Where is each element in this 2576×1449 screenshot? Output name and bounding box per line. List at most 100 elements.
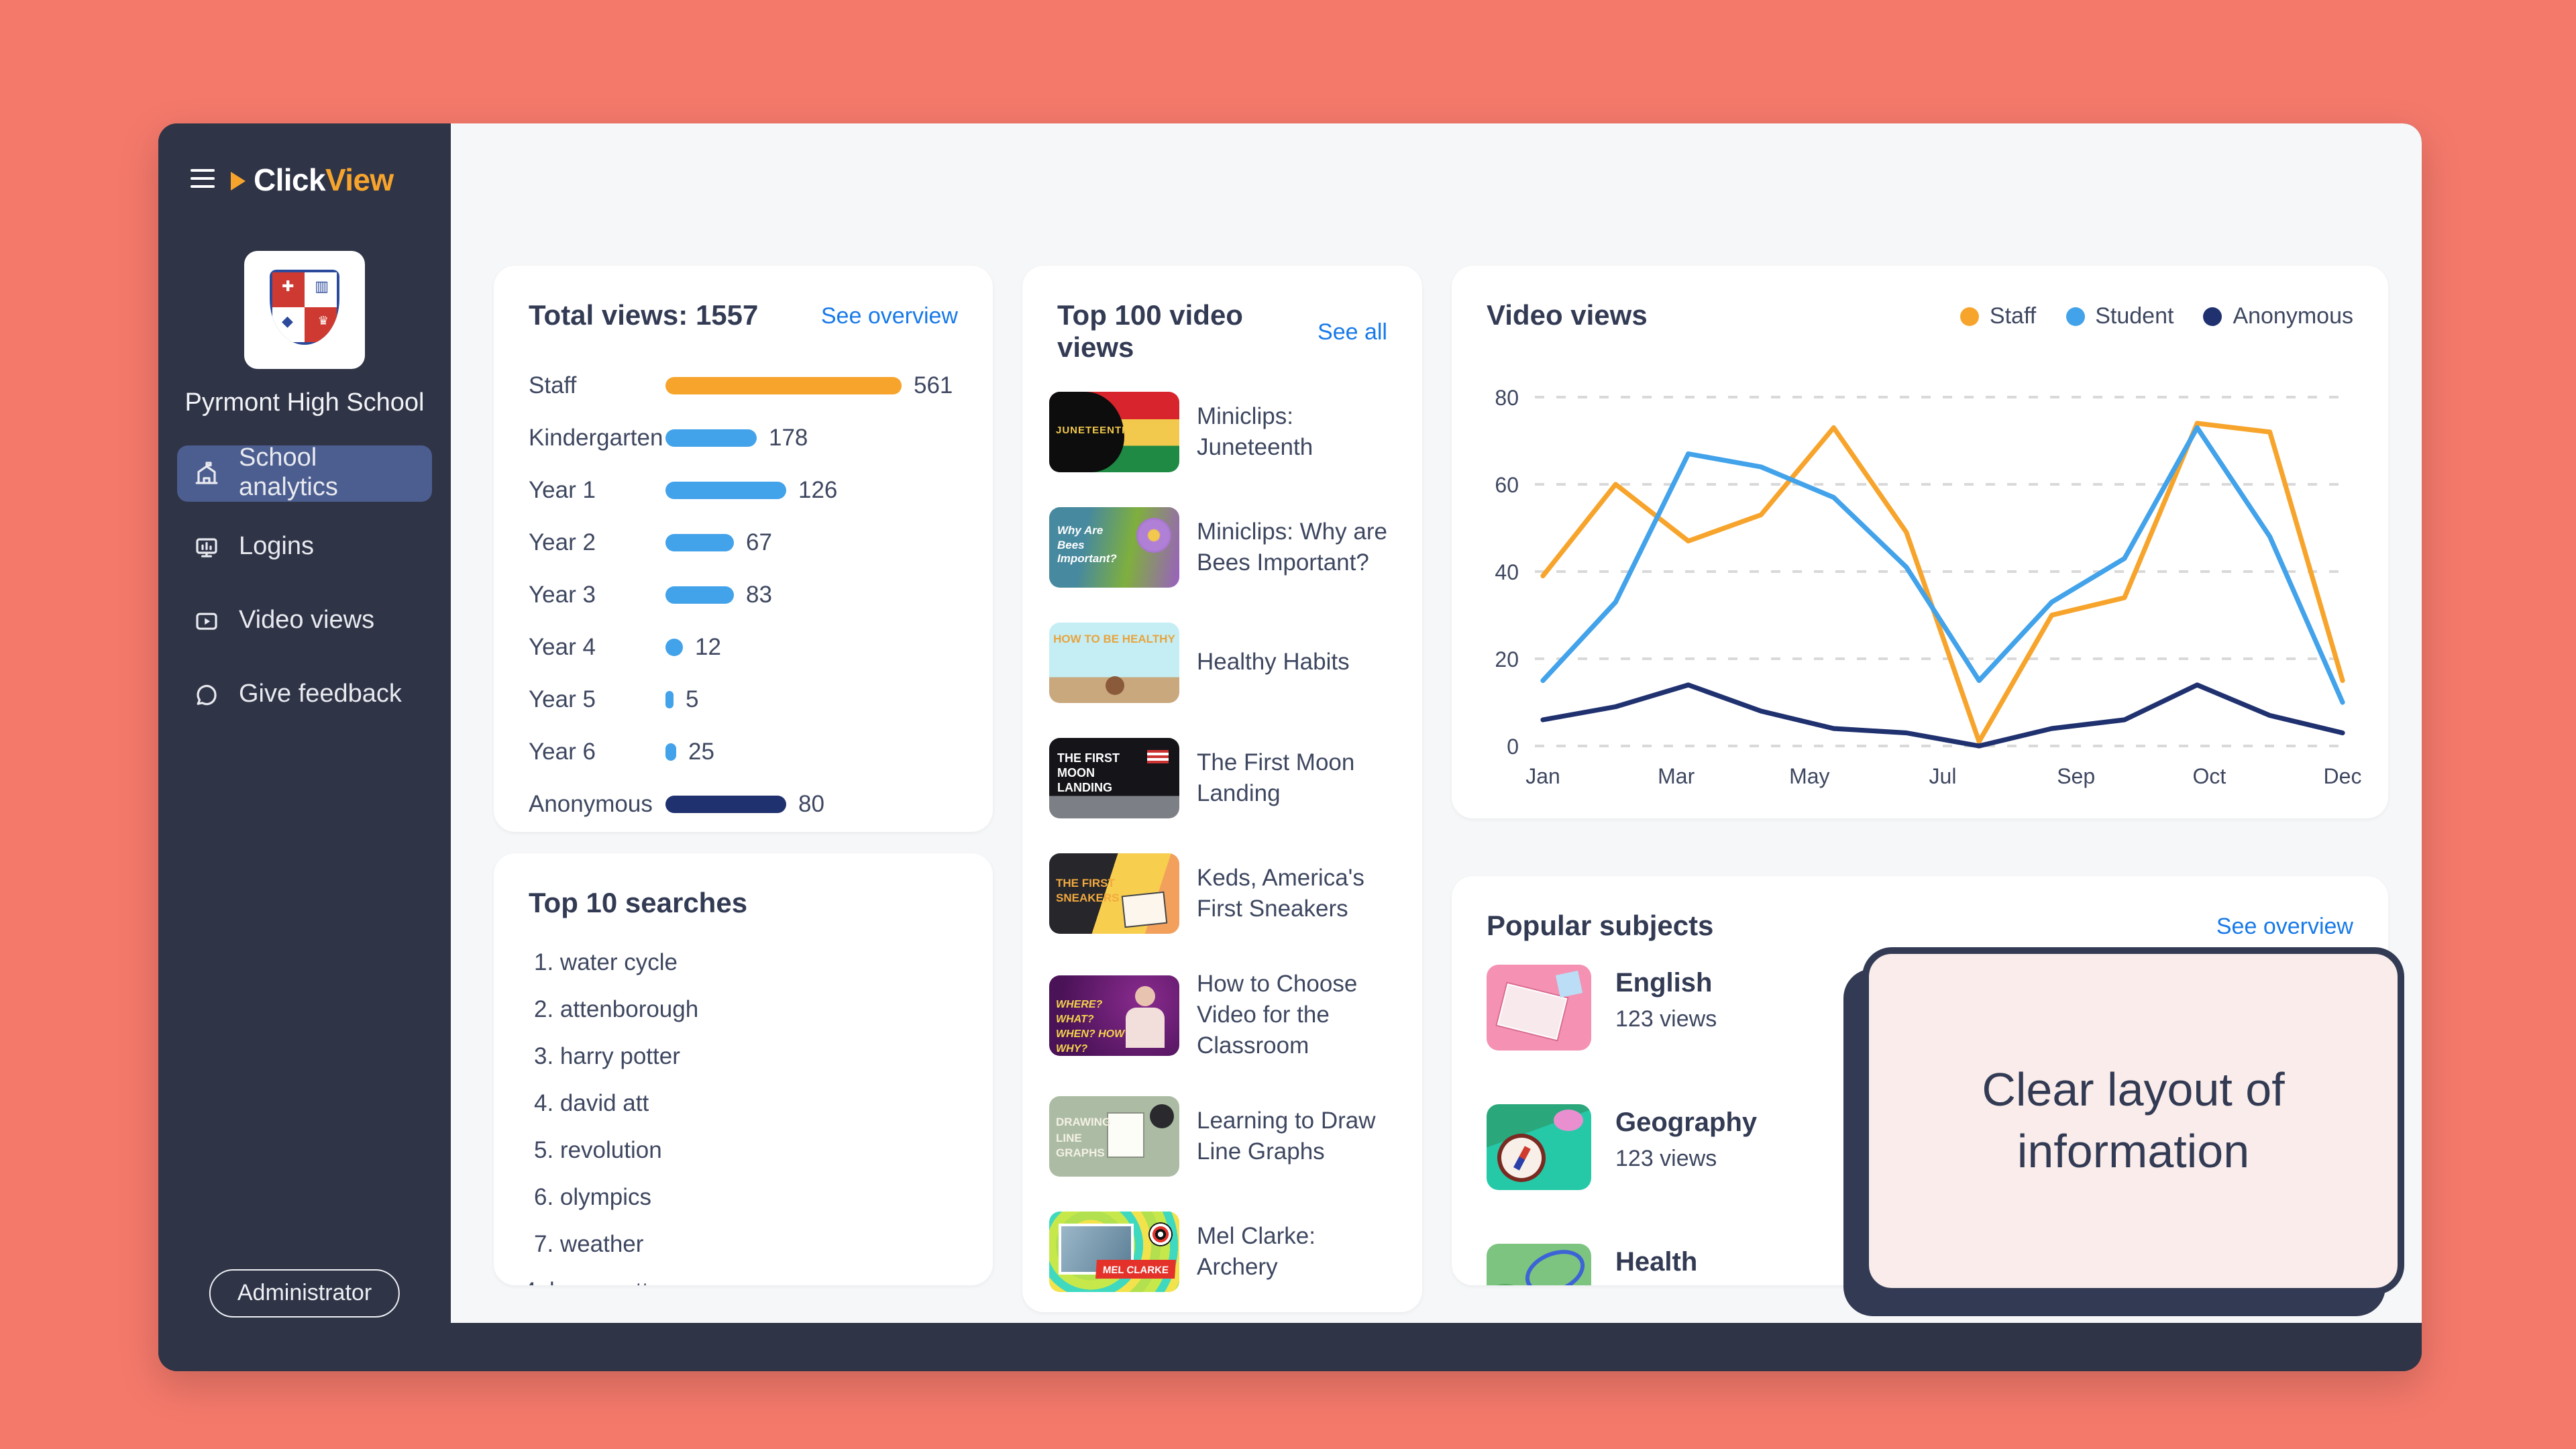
subject-row[interactable]: English 123 views xyxy=(1487,965,2353,1051)
top-searches-title: Top 10 searches xyxy=(529,888,748,919)
school-building-icon xyxy=(195,462,218,484)
total-views-see-overview-link[interactable]: See overview xyxy=(820,303,958,329)
total-views-row-label: Year 6 xyxy=(529,738,596,765)
legend-dot-icon xyxy=(1960,307,1979,326)
chart-x-tick-label: Jul xyxy=(1929,764,1957,788)
sidebar-nav: School analytics Logins Video views xyxy=(177,444,432,741)
subject-thumbnail-geography xyxy=(1487,1104,1591,1190)
total-views-row-value: 67 xyxy=(746,529,772,555)
total-views-row-bar xyxy=(665,639,683,656)
sidebar-item-label: School analytics xyxy=(239,444,338,502)
subject-info: Health123 views xyxy=(1615,1244,1717,1285)
sidebar-item-school-analytics[interactable]: School analytics xyxy=(177,444,432,502)
brand-text: ClickView xyxy=(254,162,394,197)
total-views-row-value: 25 xyxy=(688,738,714,765)
popular-subjects-see-overview-link[interactable]: See overview xyxy=(2216,914,2353,939)
total-views-row-value: 561 xyxy=(914,372,953,398)
video-row[interactable]: HOW TO BE HEALTHY Healthy Habits xyxy=(1049,623,1395,703)
total-views-row-value: 12 xyxy=(695,633,721,660)
top-searches-list: 1. water cycle 2. attenborough 3. harry po… xyxy=(494,920,993,1285)
video-row[interactable]: Why Are Bees Important? Miniclips: Why ar… xyxy=(1049,507,1395,588)
sidebar-item-give-feedback[interactable]: Give feedback xyxy=(177,667,432,723)
hamburger-menu-icon[interactable] xyxy=(191,169,215,188)
chart-x-tick-label: Dec xyxy=(2324,764,2362,788)
video-title: The First Moon Landing xyxy=(1197,748,1355,806)
video-title: Learning to Draw Line Graphs xyxy=(1197,1107,1376,1165)
top-videos-title: Top 100 video views xyxy=(1057,301,1243,364)
search-list-item: 3. harry potter xyxy=(534,1042,680,1069)
total-views-row-bar xyxy=(665,377,902,394)
legend-label: Anonymous xyxy=(2233,303,2353,329)
video-thumbnail-text: JUNETEENTH xyxy=(1056,424,1130,436)
video-thumbnail-keds: THE FIRST SNEAKERS xyxy=(1049,853,1179,934)
chart-x-tick-label: May xyxy=(1789,764,1829,788)
total-views-row: Year 6 25 xyxy=(529,726,958,778)
video-row[interactable]: JUNETEENTH Miniclips: Juneteenth xyxy=(1049,392,1395,472)
video-title: Miniclips: Why are Bees Important? xyxy=(1197,517,1387,576)
chart-y-tick-label: 20 xyxy=(1495,647,1519,672)
sidebar-item-logins[interactable]: Logins xyxy=(177,519,432,576)
chart-x-tick-label: Mar xyxy=(1658,764,1695,788)
annotation-callout: Clear layout of information xyxy=(1862,947,2404,1295)
total-views-row-label: Anonymous xyxy=(529,790,653,817)
legend-item-anonymous: Anonymous xyxy=(2203,303,2353,330)
monitor-chart-icon xyxy=(196,538,217,557)
chart-x-tick-label: Oct xyxy=(2192,764,2226,788)
video-thumbnail-text: THE FIRST MOON LANDING xyxy=(1057,751,1120,794)
legend-label: Student xyxy=(2095,303,2174,329)
school-crest: ✚ ▥ ◆ ♛ xyxy=(244,251,365,369)
sidebar-item-video-views[interactable]: Video views xyxy=(177,593,432,649)
video-play-icon xyxy=(196,612,217,630)
total-views-row-bar xyxy=(665,429,757,447)
search-list-item: 1. water cycle xyxy=(534,949,678,975)
top-videos-see-all-link[interactable]: See all xyxy=(1318,319,1387,345)
video-views-line-chart: 0 20 40 60 80 Jan Mar May Jul Sep Oct Dec xyxy=(1495,386,2362,788)
video-thumbnail-moon: THE FIRST MOON LANDING xyxy=(1049,738,1179,818)
total-views-row-value: 80 xyxy=(798,790,824,817)
total-views-row-label: Year 3 xyxy=(529,581,596,608)
top-videos-list: JUNETEENTH Miniclips: Juneteenth Why Are B… xyxy=(1022,365,1422,1293)
total-views-row-label: Kindergarten xyxy=(529,424,663,451)
total-views-row-bar xyxy=(665,796,786,813)
total-views-row-bar xyxy=(665,586,734,604)
subject-info: English 123 views xyxy=(1615,965,1717,1051)
search-list-item: 5. revolution xyxy=(534,1136,662,1163)
subject-info: Geography 123 views xyxy=(1615,1104,1757,1190)
video-row[interactable]: MEL CLARKE Mel Clarke: Archery xyxy=(1049,1212,1395,1293)
chart-series-anonymous xyxy=(1540,682,2345,749)
legend-dot-icon xyxy=(2203,307,2222,326)
subject-views: 123 views xyxy=(1615,1146,1717,1171)
chart-y-tick-label: 80 xyxy=(1495,386,1519,410)
search-list-item: 4. harry potter xyxy=(523,1268,958,1285)
subject-thumbnail-health xyxy=(1487,1244,1591,1285)
video-views-title: Video views xyxy=(1487,301,1648,331)
total-views-row-bar xyxy=(665,691,674,708)
video-row[interactable]: THE FIRST MOON LANDING The First Moon Lan… xyxy=(1049,738,1395,818)
video-row[interactable]: DRAWING LINE GRAPHS Learning to Draw Line… xyxy=(1049,1096,1395,1177)
subject-row[interactable]: Geography 123 views xyxy=(1487,1104,2353,1190)
total-views-row-bar xyxy=(665,482,786,499)
total-views-row: Year 1 126 xyxy=(529,464,958,517)
chart-series-staff xyxy=(1540,421,2345,745)
chart-y-tick-label: 60 xyxy=(1495,473,1519,497)
chart-y-tick-label: 40 xyxy=(1495,560,1519,584)
video-thumbnail-text: THE FIRST SNEAKERS xyxy=(1056,876,1120,905)
legend-item-staff: Staff xyxy=(1960,303,2036,330)
chart-y-tick-label: 0 xyxy=(1507,735,1519,759)
video-thumbnail-bees: Why Are Bees Important? xyxy=(1049,507,1179,588)
total-views-row-label: Year 2 xyxy=(529,529,596,555)
clickview-logo[interactable]: ClickView xyxy=(231,162,394,199)
video-row[interactable]: WHERE? WHAT? WHEN? HOW? WHY? How to Choos… xyxy=(1049,969,1395,1062)
subject-row[interactable]: Health123 views xyxy=(1487,1244,2353,1285)
video-row[interactable]: THE FIRST SNEAKERS Keds, America's First … xyxy=(1049,853,1395,934)
video-thumbnail-text: MEL CLARKE xyxy=(1095,1260,1176,1279)
search-list-item: 4. david att xyxy=(534,1089,649,1116)
video-thumbnail-archery: MEL CLARKE xyxy=(1049,1212,1179,1293)
video-title: Healthy Habits xyxy=(1197,648,1350,676)
subject-name: Geography xyxy=(1615,1108,1758,1138)
subject-name: English xyxy=(1615,969,1713,998)
video-thumbnail-healthy: HOW TO BE HEALTHY xyxy=(1049,623,1179,703)
total-views-title: Total views: 1557 xyxy=(529,301,759,331)
total-views-row-label: Year 1 xyxy=(529,476,596,503)
